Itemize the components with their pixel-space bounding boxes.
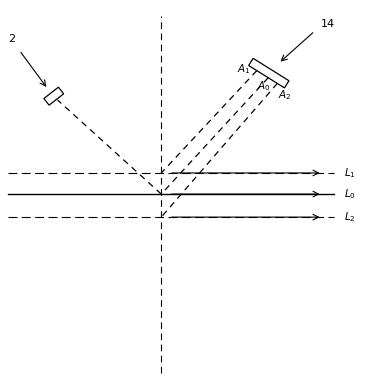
Polygon shape (44, 87, 64, 105)
Text: $L_2$: $L_2$ (344, 210, 355, 224)
Text: $L_0$: $L_0$ (344, 187, 356, 201)
Text: $A_1$: $A_1$ (237, 62, 250, 76)
Text: 14: 14 (321, 19, 335, 29)
Text: $L_1$: $L_1$ (344, 166, 356, 180)
Text: $A_2$: $A_2$ (278, 88, 292, 102)
Text: 2: 2 (8, 34, 15, 44)
Polygon shape (249, 58, 289, 88)
Text: $A_0$: $A_0$ (257, 79, 271, 93)
